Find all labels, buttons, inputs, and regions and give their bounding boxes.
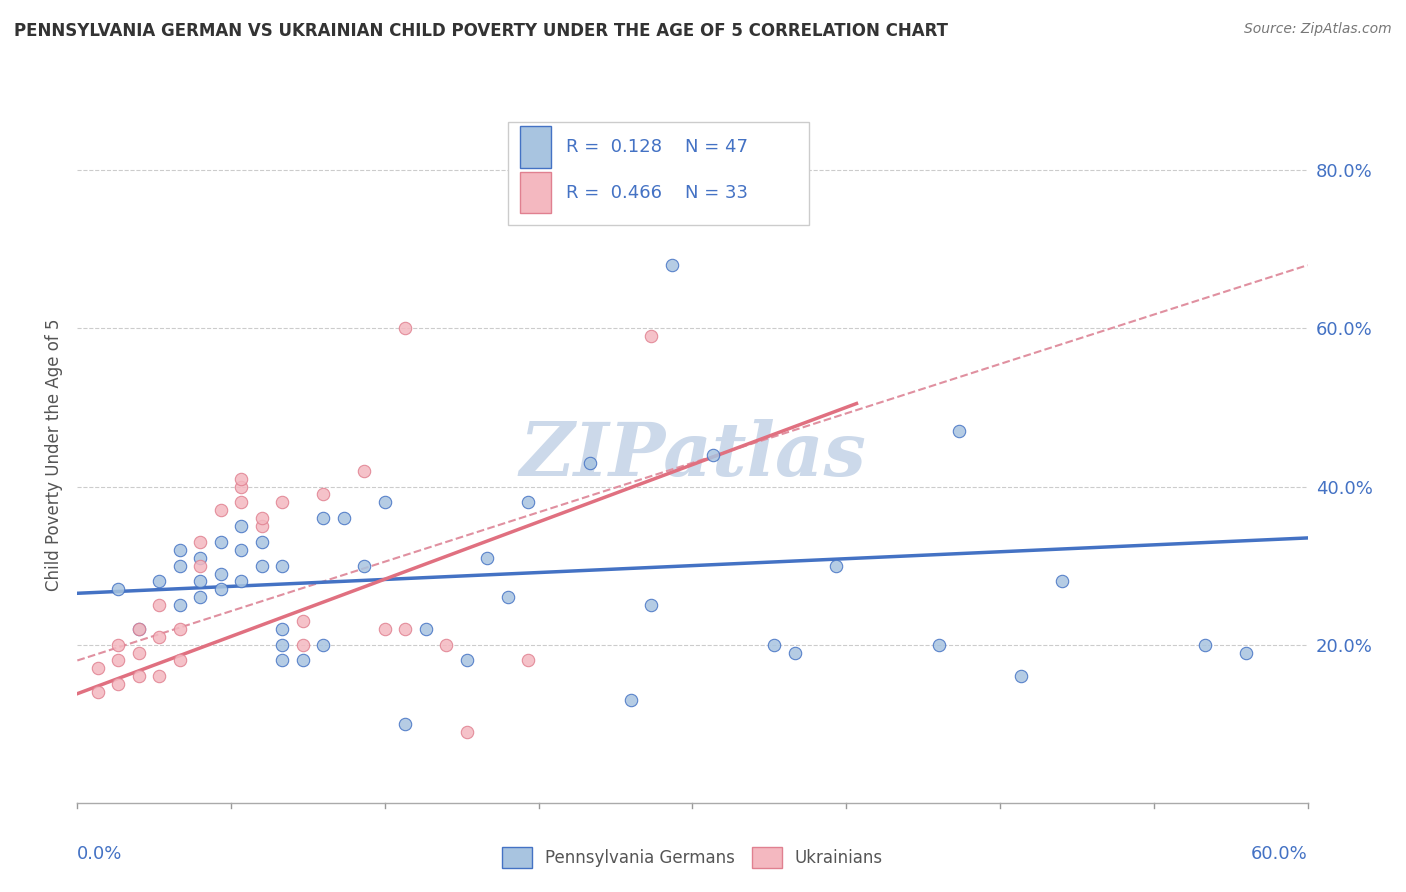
- Point: [456, 653, 478, 667]
- Point: [107, 653, 129, 667]
- Point: [312, 638, 335, 652]
- Text: PENNSYLVANIA GERMAN VS UKRAINIAN CHILD POVERTY UNDER THE AGE OF 5 CORRELATION CH: PENNSYLVANIA GERMAN VS UKRAINIAN CHILD P…: [14, 22, 948, 40]
- Point: [107, 582, 129, 597]
- Legend: Pennsylvania Germans, Ukrainians: Pennsylvania Germans, Ukrainians: [495, 841, 890, 874]
- Point: [169, 622, 191, 636]
- Point: [188, 534, 212, 549]
- Point: [87, 685, 110, 699]
- Point: [188, 591, 212, 605]
- Point: [128, 669, 150, 683]
- Point: [394, 716, 416, 731]
- Point: [209, 582, 232, 597]
- Point: [188, 574, 212, 589]
- Point: [231, 495, 253, 509]
- Point: [107, 638, 129, 652]
- Point: [231, 472, 253, 486]
- Point: [188, 558, 212, 573]
- Point: [271, 622, 294, 636]
- Point: [169, 653, 191, 667]
- Point: [312, 511, 335, 525]
- Point: [312, 487, 335, 501]
- Point: [250, 534, 273, 549]
- FancyBboxPatch shape: [520, 172, 551, 213]
- Point: [148, 630, 170, 644]
- Text: 60.0%: 60.0%: [1251, 845, 1308, 863]
- Text: R =  0.466    N = 33: R = 0.466 N = 33: [565, 184, 748, 202]
- Point: [763, 638, 786, 652]
- Point: [928, 638, 950, 652]
- Point: [394, 321, 416, 335]
- Point: [517, 653, 540, 667]
- Point: [374, 495, 396, 509]
- Point: [620, 693, 643, 707]
- Point: [477, 550, 499, 565]
- Point: [271, 653, 294, 667]
- Point: [250, 511, 273, 525]
- Point: [1194, 638, 1216, 652]
- Point: [271, 638, 294, 652]
- Point: [353, 558, 375, 573]
- Point: [169, 558, 191, 573]
- Point: [640, 598, 662, 612]
- Point: [128, 646, 150, 660]
- Point: [783, 646, 806, 660]
- Point: [496, 591, 519, 605]
- Point: [250, 519, 273, 533]
- Point: [1010, 669, 1032, 683]
- Point: [517, 495, 540, 509]
- Point: [1234, 646, 1257, 660]
- Point: [148, 574, 170, 589]
- Point: [456, 724, 478, 739]
- Point: [579, 456, 602, 470]
- Point: [436, 638, 458, 652]
- Point: [148, 669, 170, 683]
- Point: [825, 558, 848, 573]
- Point: [231, 479, 253, 493]
- Point: [702, 448, 724, 462]
- Point: [1050, 574, 1073, 589]
- Text: 0.0%: 0.0%: [77, 845, 122, 863]
- Point: [209, 503, 232, 517]
- Y-axis label: Child Poverty Under the Age of 5: Child Poverty Under the Age of 5: [45, 318, 63, 591]
- Point: [169, 542, 191, 557]
- Point: [87, 661, 110, 675]
- Point: [291, 638, 314, 652]
- Point: [209, 534, 232, 549]
- Point: [148, 598, 170, 612]
- Point: [107, 677, 129, 691]
- Point: [231, 519, 253, 533]
- Point: [374, 622, 396, 636]
- Point: [661, 258, 683, 272]
- Text: ZIPatlas: ZIPatlas: [519, 418, 866, 491]
- Text: Source: ZipAtlas.com: Source: ZipAtlas.com: [1244, 22, 1392, 37]
- Point: [209, 566, 232, 581]
- Point: [231, 542, 253, 557]
- Point: [333, 511, 356, 525]
- Point: [948, 424, 970, 438]
- Point: [353, 464, 375, 478]
- Point: [415, 622, 437, 636]
- Point: [231, 574, 253, 589]
- Point: [291, 653, 314, 667]
- Point: [394, 622, 416, 636]
- Point: [291, 614, 314, 628]
- FancyBboxPatch shape: [508, 122, 810, 226]
- Point: [128, 622, 150, 636]
- Point: [250, 558, 273, 573]
- Point: [640, 329, 662, 343]
- FancyBboxPatch shape: [520, 126, 551, 168]
- Point: [188, 550, 212, 565]
- Point: [271, 558, 294, 573]
- Point: [271, 495, 294, 509]
- Point: [128, 622, 150, 636]
- Text: R =  0.128    N = 47: R = 0.128 N = 47: [565, 137, 748, 156]
- Point: [169, 598, 191, 612]
